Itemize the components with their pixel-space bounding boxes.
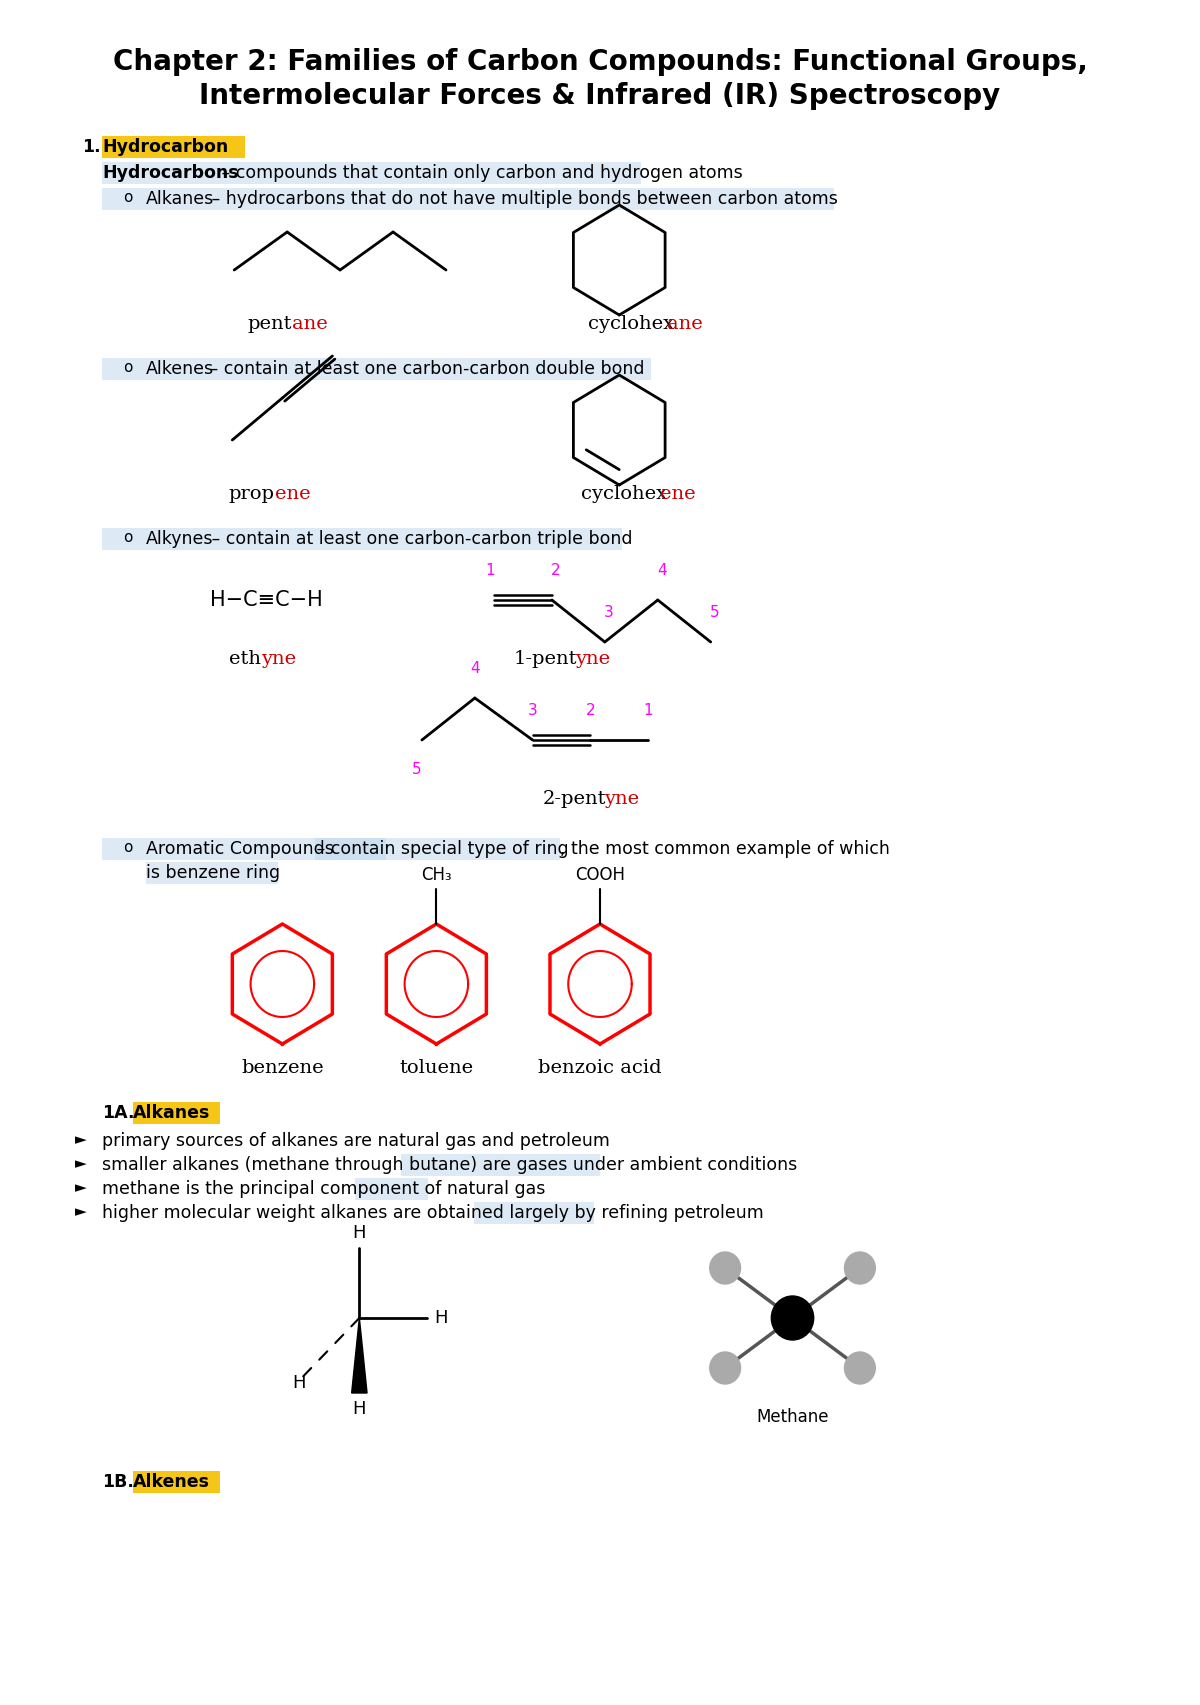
Text: primary sources of alkanes are natural gas and petroleum: primary sources of alkanes are natural g… bbox=[102, 1132, 611, 1149]
Text: pent: pent bbox=[247, 315, 292, 332]
Text: Alkanes: Alkanes bbox=[145, 189, 214, 208]
Text: smaller alkanes (methane through butane) are gases under ambient conditions: smaller alkanes (methane through butane)… bbox=[102, 1156, 798, 1175]
Text: ►: ► bbox=[76, 1180, 88, 1195]
Bar bbox=[133, 1101, 220, 1124]
Text: 1-pent: 1-pent bbox=[514, 650, 577, 668]
Text: methane is the principal component of natural gas: methane is the principal component of na… bbox=[102, 1180, 546, 1199]
Text: benzene: benzene bbox=[241, 1059, 324, 1078]
Text: yne: yne bbox=[575, 650, 610, 668]
Text: Aromatic Compounds: Aromatic Compounds bbox=[145, 841, 334, 858]
Text: CH₃: CH₃ bbox=[421, 866, 451, 883]
Bar bbox=[474, 1202, 594, 1224]
Text: 4: 4 bbox=[656, 563, 666, 578]
Text: Intermolecular Forces & Infrared (IR) Spectroscopy: Intermolecular Forces & Infrared (IR) Sp… bbox=[199, 82, 1001, 111]
Text: Alkynes: Alkynes bbox=[145, 530, 214, 547]
Text: H: H bbox=[292, 1374, 306, 1391]
Bar bbox=[102, 188, 834, 210]
Bar bbox=[102, 529, 622, 551]
Text: , the most common example of which: , the most common example of which bbox=[559, 841, 889, 858]
Bar bbox=[102, 358, 652, 380]
Text: 1: 1 bbox=[643, 702, 653, 718]
Bar bbox=[145, 863, 278, 883]
Text: – hydrocarbons that do not have multiple bonds between carbon atoms: – hydrocarbons that do not have multiple… bbox=[206, 189, 838, 208]
Text: benzoic acid: benzoic acid bbox=[538, 1059, 662, 1078]
Text: 1: 1 bbox=[486, 563, 496, 578]
Text: 1A.: 1A. bbox=[102, 1105, 134, 1122]
Text: yne: yne bbox=[262, 650, 296, 668]
Text: 2: 2 bbox=[551, 563, 560, 578]
Text: yne: yne bbox=[604, 789, 638, 808]
Text: o: o bbox=[124, 360, 133, 375]
Bar bbox=[102, 837, 386, 859]
Polygon shape bbox=[352, 1318, 367, 1393]
Text: Hydrocarbons: Hydrocarbons bbox=[102, 164, 239, 182]
Circle shape bbox=[845, 1251, 875, 1284]
Text: 1.: 1. bbox=[82, 138, 101, 155]
Bar bbox=[102, 136, 245, 159]
Text: 5: 5 bbox=[709, 605, 719, 621]
Text: ►: ► bbox=[76, 1204, 88, 1219]
Text: ►: ► bbox=[76, 1132, 88, 1147]
Text: – compounds that contain only carbon and hydrogen atoms: – compounds that contain only carbon and… bbox=[216, 164, 743, 182]
Text: H: H bbox=[353, 1224, 366, 1241]
Text: ene: ene bbox=[275, 484, 311, 503]
Text: 3: 3 bbox=[604, 605, 613, 621]
Text: 5: 5 bbox=[413, 762, 422, 777]
Text: H: H bbox=[434, 1309, 448, 1326]
Text: prop: prop bbox=[229, 484, 275, 503]
Text: ane: ane bbox=[667, 315, 703, 332]
Text: Alkenes: Alkenes bbox=[145, 360, 214, 379]
Text: cyclohex: cyclohex bbox=[588, 315, 674, 332]
Bar bbox=[133, 1471, 220, 1494]
Text: ►: ► bbox=[76, 1156, 88, 1171]
Text: higher molecular weight alkanes are obtained largely by refining petroleum: higher molecular weight alkanes are obta… bbox=[102, 1204, 764, 1222]
Circle shape bbox=[845, 1352, 875, 1384]
Circle shape bbox=[709, 1251, 740, 1284]
Text: o: o bbox=[124, 841, 133, 854]
Circle shape bbox=[709, 1352, 740, 1384]
Text: H−C≡C−H: H−C≡C−H bbox=[210, 590, 323, 610]
Text: o: o bbox=[124, 530, 133, 546]
Bar bbox=[401, 1154, 600, 1176]
Circle shape bbox=[772, 1296, 814, 1340]
Text: Chapter 2: Families of Carbon Compounds: Functional Groups,: Chapter 2: Families of Carbon Compounds:… bbox=[113, 48, 1087, 77]
Text: Alkanes: Alkanes bbox=[133, 1105, 210, 1122]
Text: – contain special type of ring: – contain special type of ring bbox=[311, 841, 569, 858]
Bar bbox=[316, 837, 559, 859]
Text: 2-pent: 2-pent bbox=[542, 789, 606, 808]
Text: Hydrocarbon: Hydrocarbon bbox=[102, 138, 228, 155]
Text: ene: ene bbox=[660, 484, 695, 503]
Text: eth: eth bbox=[229, 650, 262, 668]
Text: 2: 2 bbox=[586, 702, 595, 718]
Text: – contain at least one carbon-carbon double bond: – contain at least one carbon-carbon dou… bbox=[204, 360, 644, 379]
Text: – contain at least one carbon-carbon triple bond: – contain at least one carbon-carbon tri… bbox=[206, 530, 632, 547]
Text: is benzene ring: is benzene ring bbox=[145, 864, 280, 881]
Text: o: o bbox=[124, 189, 133, 205]
Text: 4: 4 bbox=[470, 662, 480, 675]
Text: cyclohex: cyclohex bbox=[581, 484, 667, 503]
Text: Alkenes: Alkenes bbox=[133, 1473, 210, 1490]
Text: COOH: COOH bbox=[575, 866, 625, 883]
Text: toluene: toluene bbox=[400, 1059, 474, 1078]
Text: 1B.: 1B. bbox=[102, 1473, 134, 1490]
Text: H: H bbox=[353, 1400, 366, 1419]
Text: 3: 3 bbox=[528, 702, 538, 718]
Text: ane: ane bbox=[292, 315, 328, 332]
Bar bbox=[355, 1178, 427, 1200]
Bar bbox=[102, 162, 641, 184]
Text: Methane: Methane bbox=[756, 1408, 829, 1425]
